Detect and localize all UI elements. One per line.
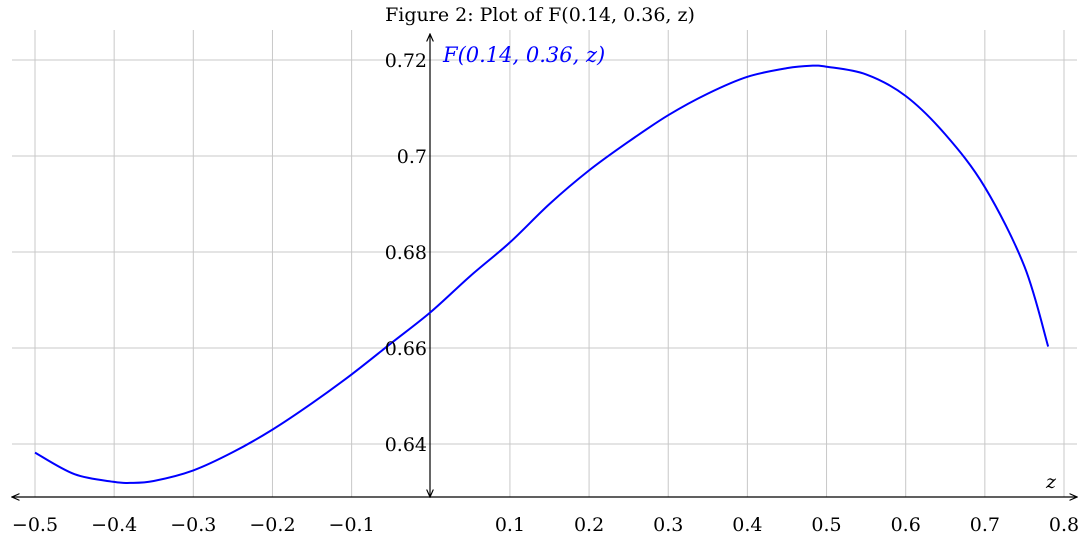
x-tick-label: −0.5 [12,514,58,536]
x-tick-label: 0.6 [891,514,921,536]
tick-labels: −0.5 −0.4 −0.3 −0.2 −0.1 0.1 0.2 0.3 0.4 0.5 0.6 0.… [12,50,1079,536]
x-tick-label: 0.1 [495,514,525,536]
grid [12,30,1077,497]
x-axis-label: z [1045,471,1057,493]
x-tick-label: −0.3 [170,514,216,536]
x-tick-label: 0.3 [653,514,683,536]
axes [12,34,1077,497]
x-tick-label: −0.2 [249,514,295,536]
x-tick-label: −0.4 [91,514,137,536]
x-tick-label: 0.5 [811,514,841,536]
chart-title: Figure 2: Plot of F(0.14, 0.36, z) [385,4,695,26]
x-tick-label: −0.1 [329,514,375,536]
series-line [34,64,1050,485]
x-tick-label: 0.7 [970,514,1000,536]
y-tick-label: 0.64 [385,434,427,456]
y-tick-label: 0.72 [385,50,427,72]
y-tick-label: 0.66 [385,338,427,360]
y-tick-label: 0.68 [385,242,427,264]
y-tick-label: 0.7 [397,146,427,168]
series-label: F(0.14, 0.36, z) [442,43,605,67]
x-tick-label: 0.8 [1049,514,1079,536]
series-layer [34,64,1050,485]
x-tick-label: 0.4 [732,514,762,536]
x-tick-label: 0.2 [574,514,604,536]
